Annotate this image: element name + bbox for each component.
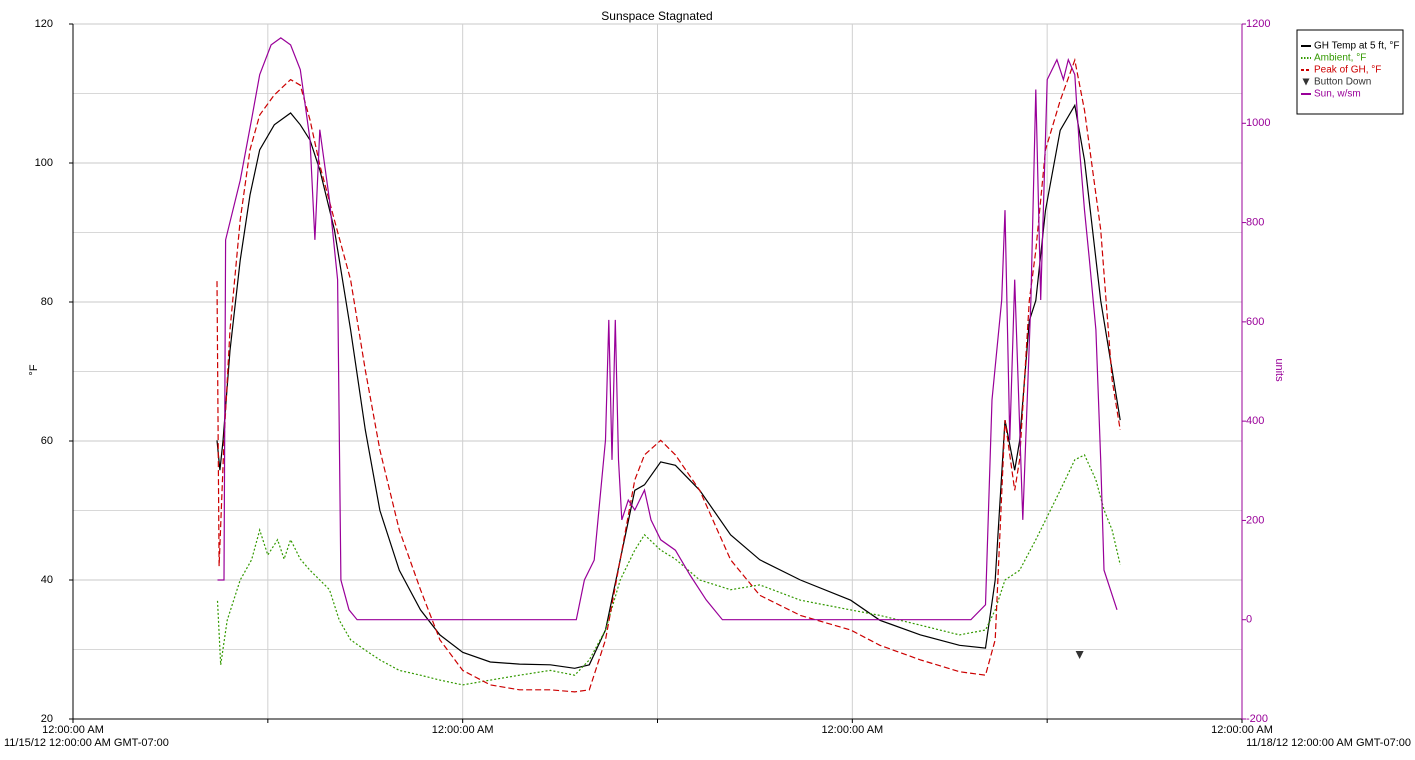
x-tick-label: 12:00:00 AM	[821, 724, 883, 736]
x-tick-label: 12:00:00 AM	[432, 724, 494, 736]
series-line	[216, 454, 1121, 686]
series-line	[217, 37, 1118, 621]
marker	[1075, 651, 1084, 660]
y2-tick-label: -200	[1246, 713, 1268, 725]
chart-title: Sunspace Stagnated	[601, 9, 712, 23]
x-tick-label: 12:00:00 AM	[1211, 724, 1273, 736]
legend-label: Peak of GH, °F	[1314, 65, 1381, 76]
y2-tick-label: 200	[1246, 514, 1264, 526]
y2-tick-label: 0	[1246, 614, 1252, 626]
legend-label: GH Temp at 5 ft, °F	[1314, 41, 1400, 52]
y-tick-label: 40	[41, 574, 53, 586]
legend-box	[1296, 29, 1404, 115]
legend-label: Button Down	[1314, 77, 1371, 88]
legend-marker	[1302, 78, 1310, 86]
y2-tick-label: 800	[1246, 216, 1264, 228]
y2-tick-label: 400	[1246, 415, 1264, 427]
x-start-label: 11/15/12 12:00:00 AM GMT-07:00	[4, 737, 169, 749]
y-tick-label: 60	[41, 435, 53, 447]
x-tick-label: 12:00:00 AM	[42, 724, 104, 736]
y-tick-label: 120	[35, 18, 53, 30]
y-tick-label: 100	[35, 157, 53, 169]
series-line	[216, 103, 1121, 669]
y2-tick-label: 1000	[1246, 117, 1270, 129]
y2-tick-label: 1200	[1246, 18, 1270, 30]
y2-tick-label: 600	[1246, 316, 1264, 328]
legend-label: Ambient, °F	[1314, 53, 1366, 64]
legend-label: Sun, w/sm	[1314, 89, 1361, 100]
x-end-label: 11/18/12 12:00:00 AM GMT-07:00	[1246, 737, 1411, 749]
y-tick-label: 80	[41, 296, 53, 308]
y-tick-label: 20	[41, 713, 53, 725]
y-axis-label: °F	[28, 364, 40, 375]
series-line	[216, 57, 1121, 693]
y2-axis-label: units	[1273, 358, 1285, 382]
